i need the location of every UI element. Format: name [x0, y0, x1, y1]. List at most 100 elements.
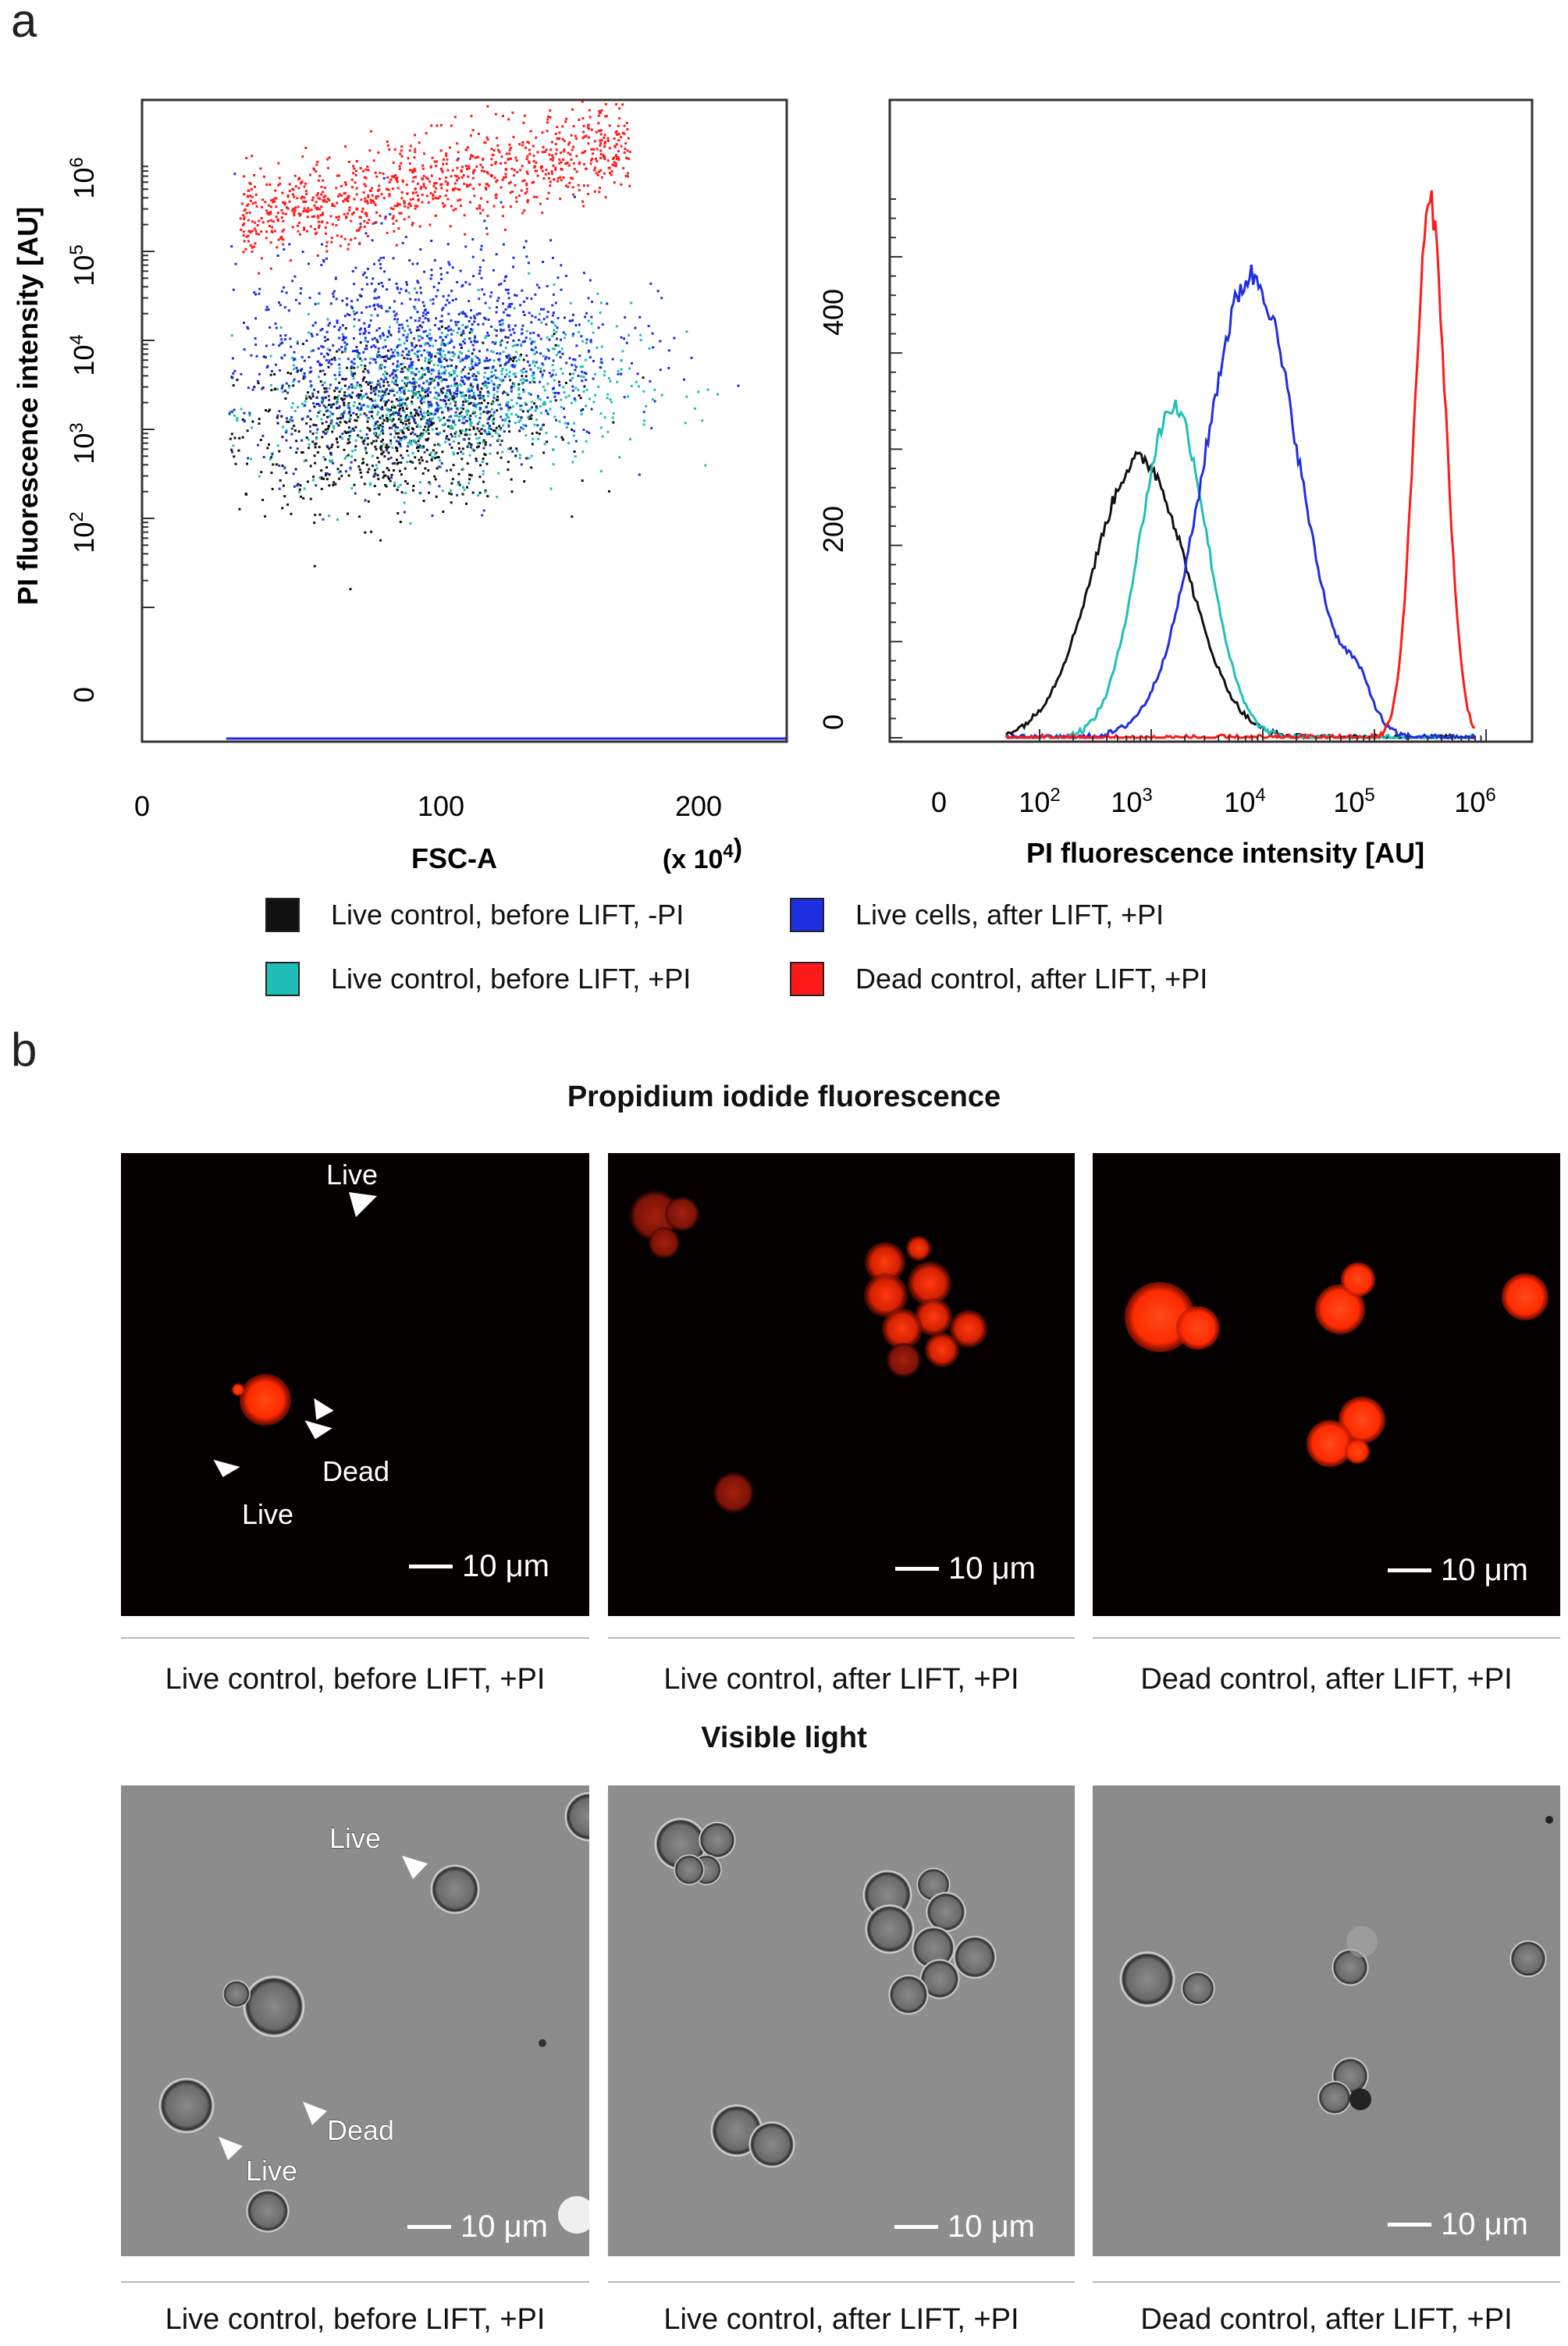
scatter-point: [325, 430, 329, 433]
scatter-point: [519, 379, 522, 382]
scatter-point: [357, 352, 361, 355]
scatter-point: [492, 397, 496, 400]
scatter-point: [454, 321, 457, 324]
scatter-point: [447, 312, 450, 315]
scatter-point: [422, 185, 425, 188]
scatter-point: [382, 384, 386, 387]
scatter-point: [485, 188, 488, 191]
scatter-point: [485, 462, 489, 465]
scatter-point: [316, 207, 319, 209]
scatter-point: [472, 404, 475, 407]
scatter-point: [482, 166, 484, 169]
scatter-point: [393, 310, 396, 313]
scatter-point: [425, 430, 428, 433]
scatter-point: [320, 263, 323, 266]
scatter-point: [315, 437, 318, 440]
scatter-point: [407, 425, 410, 428]
scatter-point: [357, 393, 360, 396]
scatter-point: [247, 219, 250, 222]
scatter-point: [315, 194, 318, 197]
scatter-point: [528, 162, 531, 164]
scatter-point: [311, 196, 315, 199]
scatter-point: [400, 197, 404, 200]
scatter-point: [347, 402, 350, 405]
scatter-point: [368, 429, 372, 432]
scatter-point: [376, 436, 379, 439]
scatter-point: [301, 343, 304, 346]
scatter-point: [558, 351, 561, 354]
scatter-point: [366, 166, 369, 168]
arrow-live-top: [402, 1856, 428, 1879]
scatter-point: [592, 400, 596, 404]
scatter-point: [449, 225, 452, 228]
scatter-point: [492, 401, 495, 404]
scatter-point: [290, 345, 293, 348]
scatter-point: [299, 212, 302, 215]
scatter-point: [490, 291, 493, 294]
scatter-point: [468, 366, 471, 369]
scatter-point: [329, 302, 332, 305]
scatter-point: [330, 421, 333, 424]
scatter-point: [517, 358, 521, 361]
scatter-point: [351, 270, 354, 272]
scatter-point: [380, 364, 383, 367]
scatter-point: [428, 424, 431, 427]
scatter-point: [578, 119, 581, 121]
scatter-point: [325, 474, 327, 477]
scatter-point: [370, 397, 373, 400]
scatter-point: [439, 167, 443, 170]
scatter-point: [512, 136, 515, 139]
histogram-xtick: 104: [1224, 785, 1265, 818]
scatter-point: [389, 348, 393, 351]
scatter-point: [569, 301, 572, 304]
scatter-point: [378, 433, 381, 436]
scatter-point: [516, 171, 519, 173]
histogram-series-2: [1005, 399, 1476, 740]
scatter-point: [350, 186, 354, 189]
scatter-point: [652, 346, 655, 349]
scatter-point: [472, 275, 475, 278]
scatter-point: [429, 165, 432, 168]
scatter-point: [322, 195, 325, 198]
scatter-point: [373, 290, 376, 293]
scatter-point: [371, 338, 374, 341]
scatter-point: [535, 196, 539, 199]
scatter-point: [507, 292, 510, 295]
scatter-point: [535, 169, 539, 173]
scatter-point: [623, 396, 626, 399]
scatter-point: [400, 429, 404, 433]
scatter-point: [404, 365, 407, 368]
scatter-point: [335, 402, 338, 405]
scatter-point: [295, 451, 298, 454]
scatter-point: [464, 165, 468, 168]
scatter-point: [549, 180, 552, 183]
scatter-point: [389, 456, 393, 459]
scatter-point: [348, 435, 351, 437]
scatter-point: [414, 346, 417, 349]
scatter-point: [450, 364, 453, 367]
scatter-point: [434, 412, 437, 415]
arrow-dead: [304, 1420, 332, 1440]
scatter-point: [468, 482, 471, 485]
scatter-point: [478, 269, 482, 272]
scatter-point: [505, 391, 508, 394]
scatter-point: [659, 368, 662, 372]
scatter-point: [396, 461, 400, 465]
scatter-point: [462, 418, 465, 420]
scatter-point: [443, 354, 446, 357]
scatter-point: [390, 406, 393, 409]
scatter-point: [587, 297, 590, 300]
scatter-point: [403, 511, 406, 514]
scatter-point: [472, 425, 475, 429]
scatter-point: [333, 358, 336, 361]
scatter-point: [581, 408, 585, 411]
scatter-point: [353, 318, 356, 321]
scatter-point: [429, 339, 432, 342]
scatter-point: [412, 485, 415, 487]
scatter-point: [400, 162, 403, 165]
scatter-point: [507, 425, 510, 428]
scatter-point: [372, 417, 375, 420]
scatter-point: [400, 386, 404, 390]
scatter-point: [292, 188, 295, 191]
scatter-point: [592, 152, 594, 155]
